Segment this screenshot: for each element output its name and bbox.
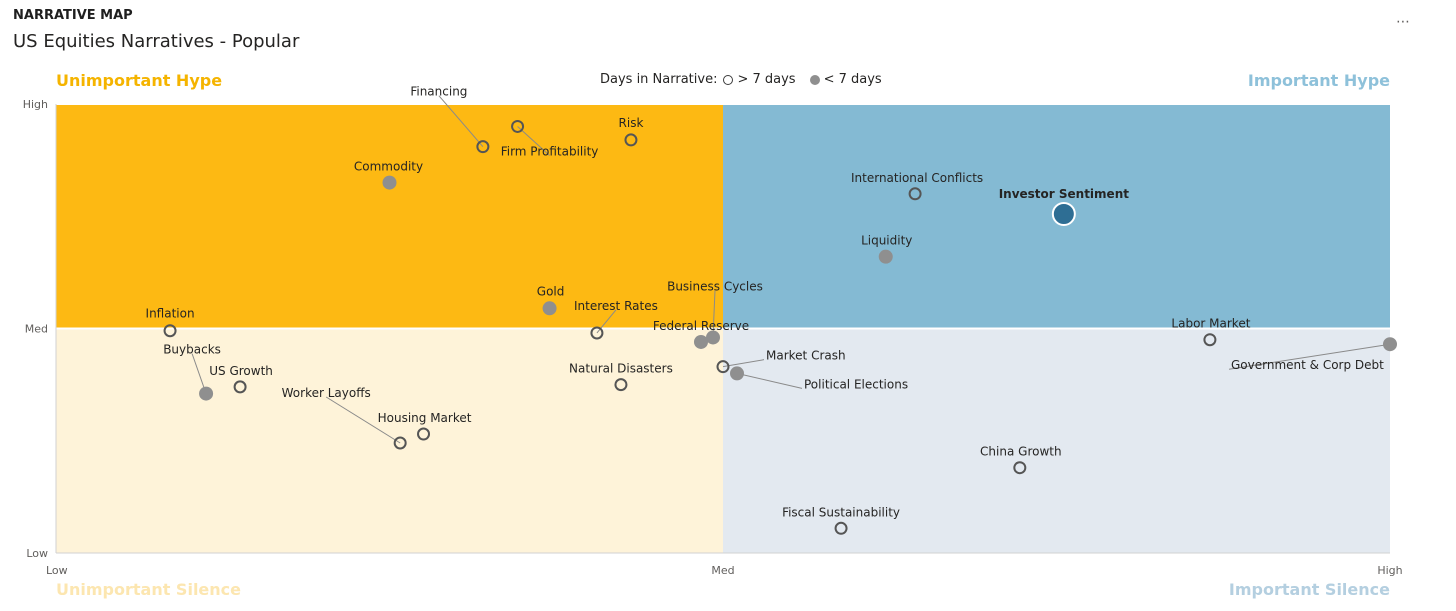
point-liquidity [878,249,893,264]
x-tick-label: High [1377,564,1402,577]
point-fiscal-sustainability [834,521,848,535]
point-label-financing: Financing [410,85,467,99]
point-gold [542,301,557,316]
y-tick-label: Med [25,323,48,336]
point-label-firm-profitability: Firm Profitability [501,144,599,158]
point-interest-rates [590,326,604,340]
point-label-risk: Risk [619,116,644,130]
quadrant-unimportant-silence [56,328,723,553]
legend-filled-label: < 7 days [823,72,882,87]
leader-line-political-elections [736,372,803,389]
point-government-corp-debt [1383,337,1397,352]
leader-line-buybacks [191,353,207,394]
quadrant-label-unimportant-silence: Unimportant Silence [56,580,241,599]
point-label-interest-rates: Interest Rates [574,299,658,313]
leader-line-worker-layoffs [325,396,401,444]
point-risk [624,133,638,147]
legend-title: Days in Narrative: [600,72,718,87]
point-label-fiscal-sustainability: Fiscal Sustainability [782,505,900,519]
leader-line-market-crash [722,359,765,368]
quadrant-label-unimportant-hype: Unimportant Hype [56,71,223,90]
point-label-natural-disasters: Natural Disasters [569,362,673,376]
point-housing-market [417,427,431,441]
point-political-elections [730,366,745,381]
point-commodity [382,175,397,190]
legend-hollow-marker [723,74,734,85]
leader-line-business-cycles [712,290,716,338]
point-label-liquidity: Liquidity [861,234,912,248]
point-natural-disasters [614,378,628,392]
legend: Days in Narrative: > 7 days < 7 days [600,72,882,87]
point-label-government-corp-debt: Government & Corp Debt [1231,358,1384,372]
point-us-growth [233,380,247,394]
quadrant-important-silence [723,328,1390,553]
point-buybacks [199,386,214,401]
y-tick-label: High [23,98,48,111]
quadrant-unimportant-hype [56,104,723,329]
point-label-federal-reserve: Federal Reserve [653,319,749,333]
x-tick-label: Med [711,564,734,577]
point-federal-reserve [693,334,708,349]
point-label-buybacks: Buybacks [163,343,221,357]
point-label-inflation: Inflation [146,307,195,321]
quadrant-label-important-silence: Important Silence [1228,580,1390,599]
leader-line-government-corp-debt [1228,343,1391,370]
point-international-conflicts [908,187,922,201]
point-financing [476,140,490,154]
point-label-market-crash: Market Crash [766,349,846,363]
chart-title: US Equities Narratives - Popular [13,31,300,52]
point-label-gold: Gold [537,284,565,298]
visual-type-label: NARRATIVE MAP [13,8,133,23]
point-firm-profitability [511,119,525,133]
point-label-us-growth: US Growth [209,364,273,378]
leader-line-financing [438,95,484,147]
x-tick-label: Low [46,564,68,577]
point-market-crash [716,360,730,374]
point-inflation [163,324,177,338]
point-label-labor-market: Labor Market [1171,317,1250,331]
point-label-investor-sentiment: Investor Sentiment [999,187,1130,201]
legend-filled-marker [809,74,820,85]
point-label-china-growth: China Growth [980,445,1062,459]
point-worker-layoffs [393,436,407,450]
point-label-international-conflicts: International Conflicts [851,171,983,185]
point-label-worker-layoffs: Worker Layoffs [282,386,371,400]
point-business-cycles [705,330,720,345]
quadrant-label-important-hype: Important Hype [1247,71,1390,90]
point-label-housing-market: Housing Market [378,411,472,425]
point-label-political-elections: Political Elections [804,377,908,391]
point-label-business-cycles: Business Cycles [667,279,763,293]
point-investor-sentiment [1051,202,1076,227]
point-label-commodity: Commodity [354,160,423,174]
ellipsis-icon[interactable]: ⋯ [1396,14,1411,30]
leader-line-firm-profitability [517,126,550,156]
point-china-growth [1013,461,1027,475]
legend-hollow-label: > 7 days [737,72,796,87]
y-tick-label: Low [26,547,48,560]
point-labor-market [1203,333,1217,347]
